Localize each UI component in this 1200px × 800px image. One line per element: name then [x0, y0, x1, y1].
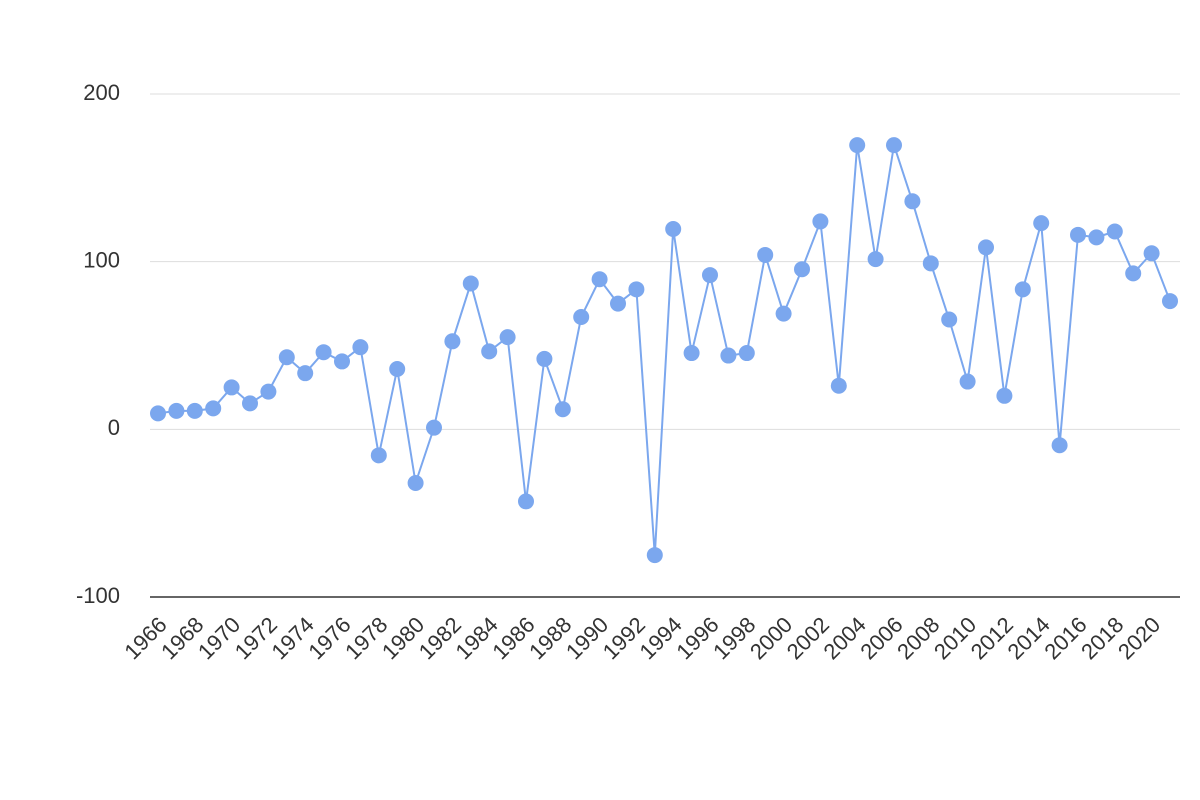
data-point	[683, 345, 700, 362]
data-point	[205, 400, 222, 417]
y-tick-label: 0	[108, 415, 120, 440]
data-point	[1106, 223, 1123, 240]
data-point	[591, 271, 608, 288]
data-point	[904, 193, 921, 210]
data-point	[610, 295, 626, 312]
data-point	[334, 353, 350, 370]
data-point	[628, 281, 645, 298]
data-point	[462, 275, 479, 292]
data-point	[886, 137, 902, 154]
data-point	[941, 311, 958, 328]
data-point	[297, 365, 314, 382]
data-point	[849, 137, 866, 154]
data-point	[1014, 281, 1031, 298]
data-point	[315, 344, 332, 361]
data-point	[352, 339, 369, 356]
data-point	[1051, 437, 1068, 454]
data-point	[1125, 265, 1142, 282]
data-point	[702, 267, 718, 284]
data-point	[223, 379, 240, 396]
data-point	[260, 383, 277, 400]
data-point	[150, 405, 166, 422]
data-point	[186, 402, 203, 419]
data-point	[407, 474, 424, 491]
data-point	[168, 402, 185, 419]
data-point	[426, 419, 442, 436]
x-tick-label: 2020	[1113, 612, 1165, 664]
data-point	[996, 387, 1013, 404]
data-point	[1162, 293, 1178, 310]
y-tick-label: -100	[76, 583, 120, 608]
y-tick-label: 200	[83, 80, 120, 105]
data-point	[518, 493, 534, 510]
data-point	[665, 220, 682, 237]
data-point	[389, 360, 406, 377]
data-point	[536, 350, 553, 367]
data-point	[1033, 215, 1050, 232]
data-point	[370, 447, 387, 464]
data-point	[775, 305, 792, 322]
data-point	[830, 377, 847, 394]
data-point	[1070, 226, 1086, 243]
data-point	[444, 333, 461, 350]
data-point	[959, 373, 976, 390]
data-point	[499, 329, 516, 346]
data-point	[554, 401, 571, 418]
data-point	[738, 345, 755, 362]
data-point	[573, 308, 590, 325]
data-point	[278, 349, 295, 366]
data-point	[242, 395, 258, 412]
data-point	[978, 239, 994, 256]
y-tick-label: 100	[83, 247, 120, 272]
data-point	[794, 261, 810, 278]
data-line	[157, 144, 1171, 556]
data-point	[812, 213, 829, 230]
data-point	[720, 347, 737, 364]
data-point	[1143, 245, 1160, 262]
data-point	[646, 547, 663, 564]
data-point	[1088, 229, 1105, 246]
data-point	[867, 251, 884, 268]
data-point	[922, 255, 939, 272]
data-point	[757, 246, 774, 263]
data-point	[481, 343, 498, 360]
